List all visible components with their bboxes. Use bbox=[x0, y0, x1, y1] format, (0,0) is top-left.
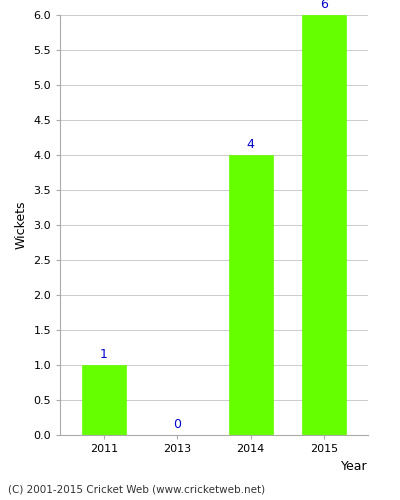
X-axis label: Year: Year bbox=[341, 460, 368, 472]
Text: (C) 2001-2015 Cricket Web (www.cricketweb.net): (C) 2001-2015 Cricket Web (www.cricketwe… bbox=[8, 485, 265, 495]
Y-axis label: Wickets: Wickets bbox=[15, 200, 28, 249]
Text: 4: 4 bbox=[247, 138, 255, 151]
Text: 6: 6 bbox=[320, 0, 328, 11]
Bar bbox=[302, 15, 346, 435]
Text: 1: 1 bbox=[100, 348, 108, 361]
Bar bbox=[229, 155, 273, 435]
Text: 0: 0 bbox=[173, 418, 181, 431]
Bar bbox=[82, 365, 126, 435]
